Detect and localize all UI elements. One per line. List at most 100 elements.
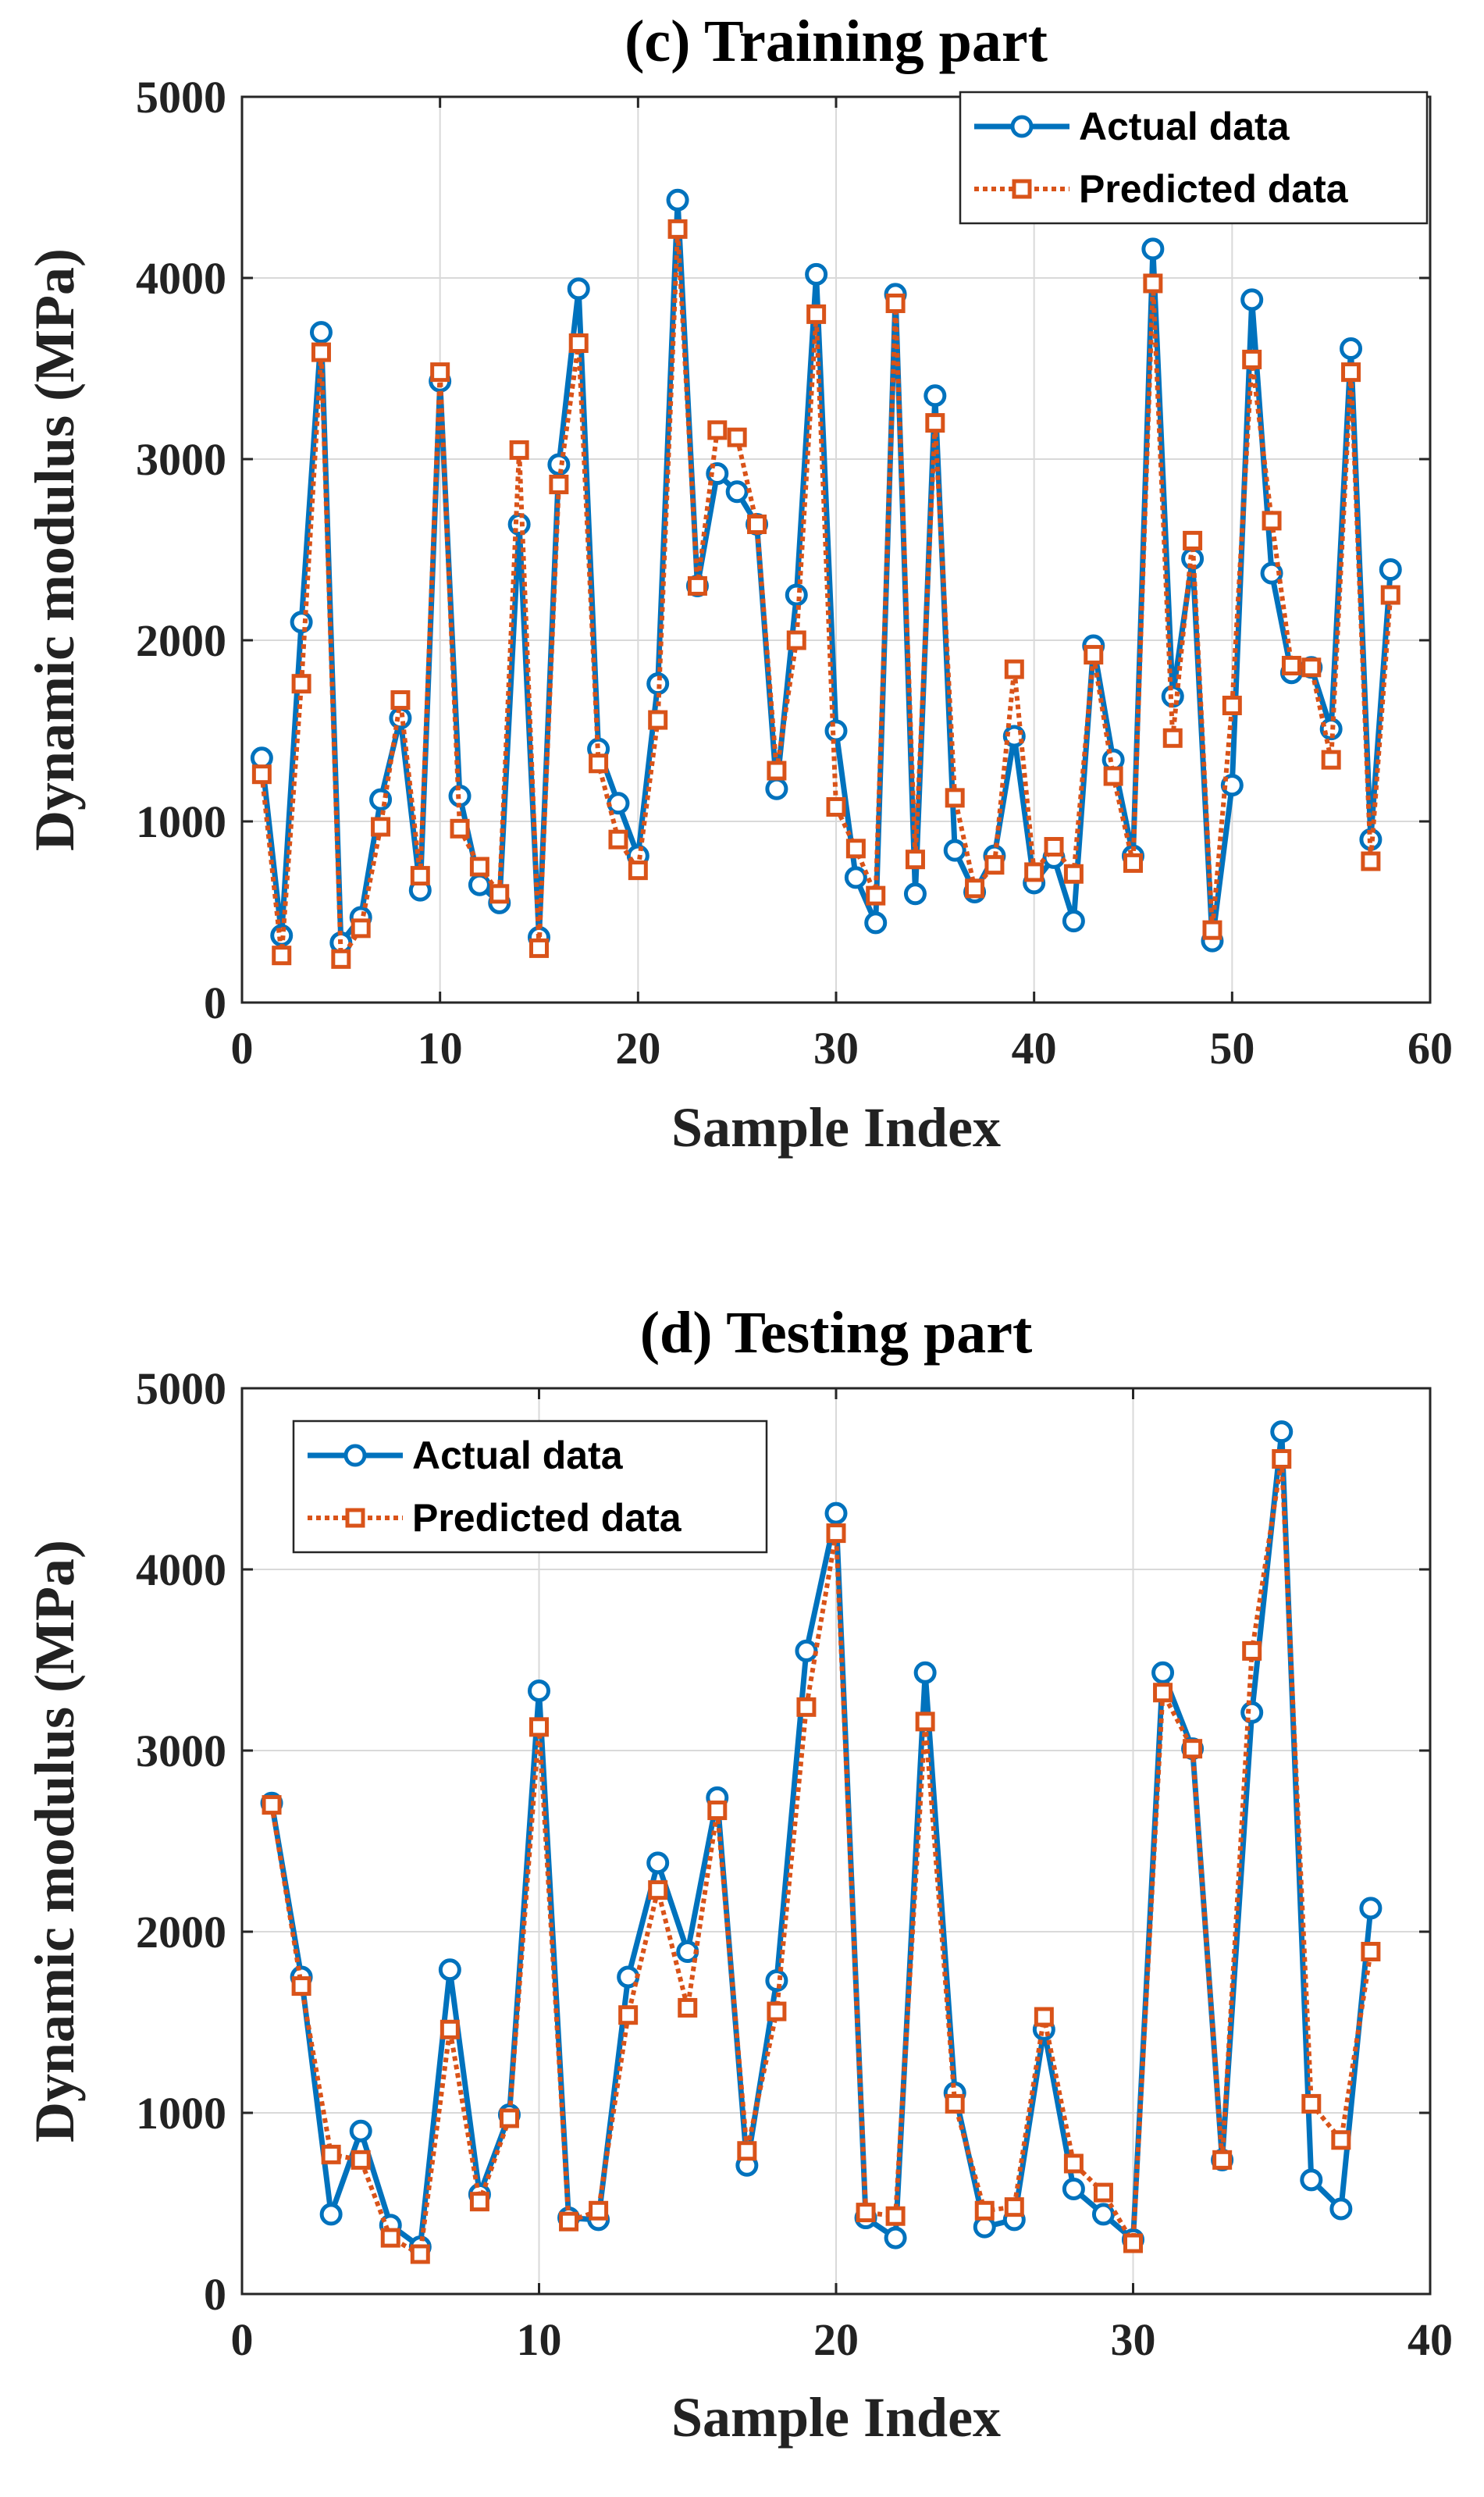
training-predicted-point — [1380, 585, 1400, 605]
testing-chart-title: (d) Testing part — [640, 1300, 1033, 1366]
training-predicted-point — [371, 817, 391, 837]
testing-actual-point — [646, 1851, 670, 1875]
testing-predicted-point — [1004, 2197, 1024, 2217]
training-predicted-point — [866, 885, 886, 906]
testing-actual-point — [528, 1679, 550, 1702]
training-actual-point — [666, 188, 689, 212]
training-actual-point — [1141, 237, 1165, 261]
training-predicted-line — [259, 226, 1393, 962]
training-predicted-point — [648, 710, 668, 730]
training-actual-point — [765, 777, 788, 800]
testing-predicted-point — [1063, 2153, 1084, 2174]
testing-predicted-point — [1301, 2093, 1322, 2114]
training-predicted-point — [430, 362, 450, 383]
testing-actual-point — [1359, 1897, 1383, 1920]
testing-predicted-line — [269, 1456, 1373, 2257]
testing-actual-point — [1300, 2168, 1323, 2192]
training-predicted-point — [1123, 853, 1143, 873]
training-actual-point — [943, 839, 966, 862]
testing-predicted-point — [618, 2005, 639, 2025]
training-predicted-point — [608, 829, 628, 850]
training-legend-predicted-marker — [1012, 179, 1032, 199]
training-x-tick-label: 40 — [1012, 1023, 1057, 1074]
testing-predicted-point — [410, 2244, 430, 2264]
training-actual-point — [1340, 337, 1363, 360]
training-x-axis-label: Sample Index — [671, 1096, 1001, 1159]
testing-y-tick-label: 4000 — [136, 1544, 226, 1595]
testing-x-tick-label: 30 — [1111, 2314, 1156, 2365]
testing-predicted-point — [1183, 1739, 1203, 1759]
training-y-tick-label: 0 — [204, 978, 226, 1028]
training-predicted-point — [727, 427, 747, 447]
training-predicted-point — [1063, 864, 1084, 884]
testing-actual-point — [438, 1958, 461, 1982]
training-predicted-point — [945, 788, 965, 808]
training-y-tick-label: 3000 — [136, 434, 226, 485]
testing-ticks: 0 10 20 30 40 0 1000 2000 3000 4000 5000 — [136, 1363, 1453, 2365]
training-chart-title: (c) Training part — [625, 9, 1048, 74]
training-x-tick-label: 0 — [231, 1023, 254, 1074]
training-legend-box — [959, 91, 1429, 225]
training-x-tick-label: 20 — [615, 1023, 660, 1074]
testing-predicted-point — [737, 2141, 757, 2161]
training-legend: Actual data Predicted data — [959, 91, 1429, 225]
training-predicted-point — [1162, 728, 1183, 748]
testing-y-tick-label: 5000 — [136, 1363, 226, 1414]
testing-predicted-point — [529, 1717, 549, 1737]
testing-actual-point — [319, 2203, 343, 2226]
testing-y-tick-label: 0 — [204, 2269, 226, 2320]
training-predicted-point — [469, 857, 489, 877]
testing-predicted-point — [589, 2200, 609, 2221]
training-predicted-point — [667, 219, 688, 239]
testing-y-tick-label: 3000 — [136, 1726, 226, 1776]
testing-predicted-point — [1123, 2233, 1143, 2253]
training-legend-actual-label: Actual data — [1079, 105, 1290, 148]
testing-predicted-point — [499, 2108, 519, 2128]
training-predicted-point — [529, 938, 549, 958]
training-actual-point — [547, 453, 571, 476]
testing-predicted-point — [1242, 1640, 1262, 1661]
training-predicted-point — [845, 839, 866, 859]
training-predicted-point — [251, 764, 272, 785]
testing-actual-point — [913, 1661, 937, 1684]
testing-x-tick-label: 0 — [231, 2314, 254, 2365]
testing-x-tick-label: 20 — [813, 2314, 859, 2365]
testing-chart: 0 10 20 30 40 0 1000 2000 3000 4000 5000 (d) Testi… — [23, 1300, 1453, 2449]
training-actual-point — [903, 882, 927, 906]
testing-y-axis-label: Dynamic modulus (MPa) — [23, 1540, 86, 2143]
training-x-tick-label: 50 — [1209, 1023, 1254, 1074]
testing-y-tick-label: 2000 — [136, 1907, 226, 1957]
testing-series — [260, 1420, 1383, 2264]
testing-actual-point — [795, 1639, 818, 1662]
training-predicted-point — [589, 753, 609, 774]
training-predicted-point — [984, 855, 1005, 875]
training-ticks: 0 10 20 30 40 50 60 0 1000 2000 3000 4000 5000 — [136, 72, 1453, 1074]
training-actual-point — [864, 911, 888, 935]
testing-predicted-point — [648, 1880, 668, 1900]
training-predicted-point — [885, 293, 906, 313]
testing-predicted-point — [707, 1801, 728, 1821]
testing-predicted-point — [1361, 1942, 1381, 1962]
training-predicted-point — [747, 515, 767, 535]
training-predicted-point — [767, 760, 787, 781]
testing-predicted-point — [796, 1697, 817, 1717]
training-x-tick-label: 10 — [418, 1023, 463, 1074]
testing-actual-point — [1240, 1701, 1264, 1724]
training-y-tick-label: 1000 — [136, 796, 226, 847]
testing-predicted-point — [826, 1523, 846, 1544]
testing-legend-actual-marker — [343, 1444, 367, 1467]
testing-predicted-point — [321, 2144, 341, 2164]
training-predicted-point — [707, 420, 728, 440]
testing-predicted-point — [262, 1795, 282, 1815]
training-predicted-point — [687, 575, 707, 596]
testing-actual-point — [765, 1969, 788, 1993]
testing-predicted-point — [440, 2019, 460, 2039]
training-actual-point — [567, 277, 590, 301]
testing-predicted-point — [1093, 2182, 1113, 2203]
training-predicted-point — [1321, 750, 1341, 770]
testing-predicted-point — [380, 2228, 400, 2248]
testing-actual-point — [1270, 1420, 1294, 1444]
training-x-tick-label: 30 — [813, 1023, 859, 1074]
testing-predicted-point — [351, 2150, 371, 2170]
training-predicted-point — [331, 949, 351, 969]
